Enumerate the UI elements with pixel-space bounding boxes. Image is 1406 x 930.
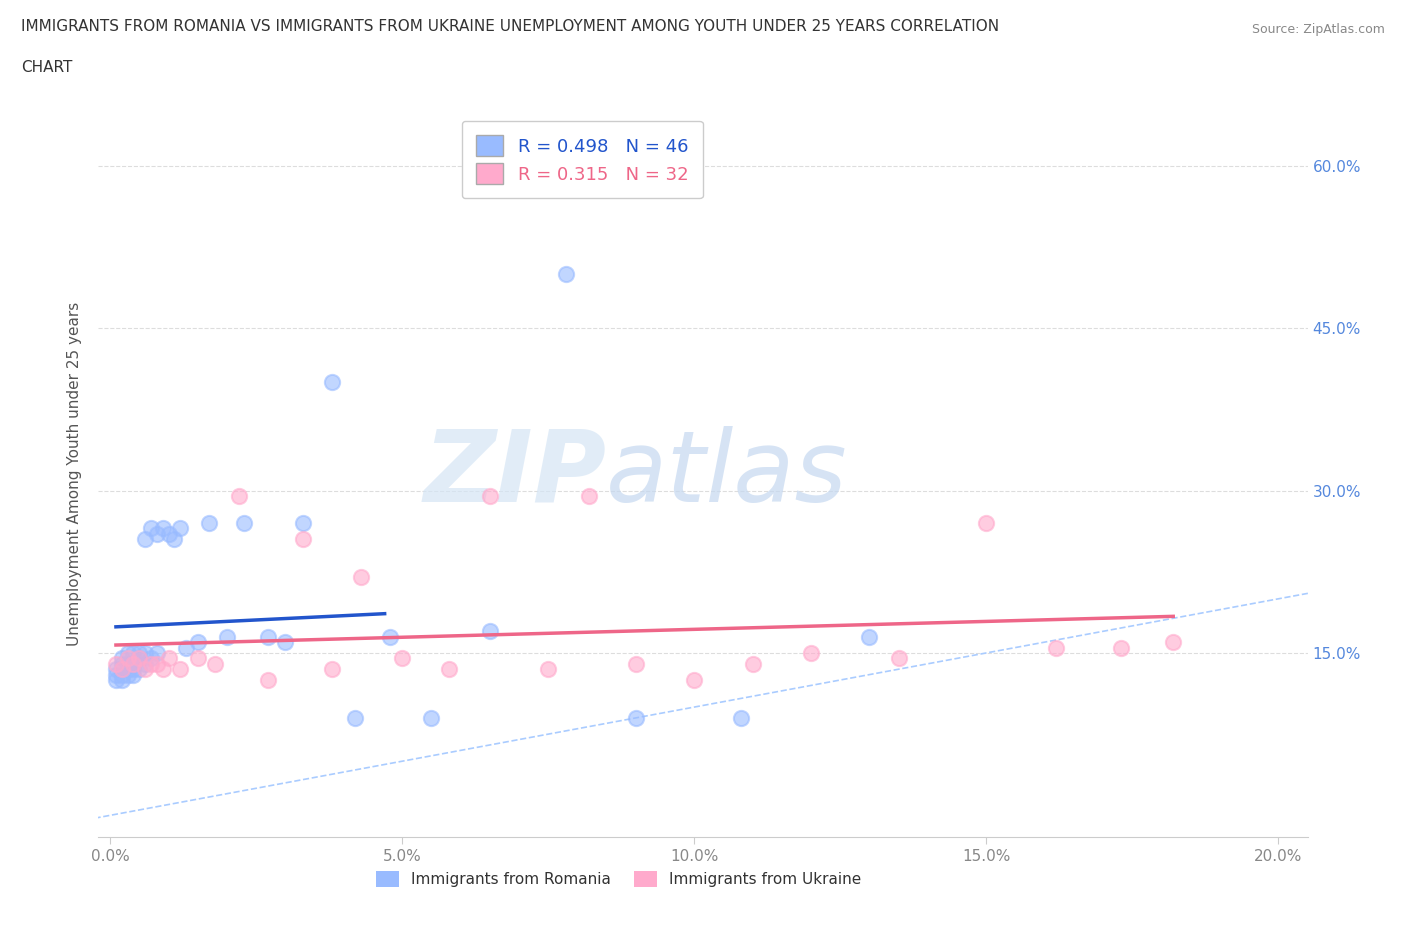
- Point: [104, 667, 127, 682]
- Point: [117, 651, 139, 666]
- Point: [139, 651, 162, 666]
- Point: [134, 662, 156, 677]
- Point: [420, 711, 443, 725]
- Point: [187, 634, 209, 649]
- Point: [291, 515, 314, 530]
- Point: [128, 662, 150, 677]
- Point: [111, 662, 134, 677]
- Point: [380, 630, 402, 644]
- Point: [228, 488, 250, 503]
- Point: [391, 651, 413, 666]
- Point: [111, 657, 134, 671]
- Point: [152, 521, 174, 536]
- Point: [350, 570, 373, 585]
- Point: [554, 267, 576, 282]
- Point: [122, 657, 145, 671]
- Point: [104, 662, 127, 677]
- Point: [152, 662, 174, 677]
- Point: [139, 521, 162, 536]
- Text: atlas: atlas: [606, 426, 848, 523]
- Point: [122, 657, 145, 671]
- Point: [578, 488, 600, 503]
- Point: [478, 624, 501, 639]
- Point: [134, 645, 156, 660]
- Point: [437, 662, 460, 677]
- Point: [187, 651, 209, 666]
- Point: [163, 532, 186, 547]
- Point: [1109, 640, 1132, 655]
- Point: [344, 711, 367, 725]
- Point: [683, 672, 706, 687]
- Point: [537, 662, 560, 677]
- Point: [233, 515, 256, 530]
- Point: [111, 651, 134, 666]
- Point: [139, 657, 162, 671]
- Point: [128, 651, 150, 666]
- Point: [111, 672, 134, 687]
- Point: [111, 667, 134, 682]
- Point: [741, 657, 763, 671]
- Point: [169, 521, 191, 536]
- Point: [117, 657, 139, 671]
- Point: [256, 630, 278, 644]
- Point: [800, 645, 823, 660]
- Point: [128, 645, 150, 660]
- Point: [134, 532, 156, 547]
- Point: [1161, 634, 1184, 649]
- Point: [122, 645, 145, 660]
- Point: [174, 640, 197, 655]
- Point: [117, 667, 139, 682]
- Point: [730, 711, 752, 725]
- Point: [146, 657, 169, 671]
- Y-axis label: Unemployment Among Youth under 25 years: Unemployment Among Youth under 25 years: [67, 302, 83, 646]
- Point: [478, 488, 501, 503]
- Point: [291, 532, 314, 547]
- Point: [146, 526, 169, 541]
- Point: [274, 634, 297, 649]
- Text: Source: ZipAtlas.com: Source: ZipAtlas.com: [1251, 23, 1385, 36]
- Point: [128, 651, 150, 666]
- Point: [117, 645, 139, 660]
- Point: [157, 651, 180, 666]
- Point: [215, 630, 238, 644]
- Point: [198, 515, 221, 530]
- Point: [321, 375, 343, 390]
- Point: [169, 662, 191, 677]
- Point: [117, 662, 139, 677]
- Point: [157, 526, 180, 541]
- Point: [134, 657, 156, 671]
- Point: [321, 662, 343, 677]
- Legend: Immigrants from Romania, Immigrants from Ukraine: Immigrants from Romania, Immigrants from…: [368, 863, 869, 895]
- Point: [1045, 640, 1067, 655]
- Point: [256, 672, 278, 687]
- Point: [887, 651, 910, 666]
- Text: IMMIGRANTS FROM ROMANIA VS IMMIGRANTS FROM UKRAINE UNEMPLOYMENT AMONG YOUTH UNDE: IMMIGRANTS FROM ROMANIA VS IMMIGRANTS FR…: [21, 19, 1000, 33]
- Point: [858, 630, 880, 644]
- Point: [974, 515, 997, 530]
- Point: [146, 645, 169, 660]
- Text: CHART: CHART: [21, 60, 73, 75]
- Point: [122, 667, 145, 682]
- Text: ZIP: ZIP: [423, 426, 606, 523]
- Point: [624, 657, 647, 671]
- Point: [104, 657, 127, 671]
- Point: [122, 662, 145, 677]
- Point: [104, 672, 127, 687]
- Point: [624, 711, 647, 725]
- Point: [204, 657, 226, 671]
